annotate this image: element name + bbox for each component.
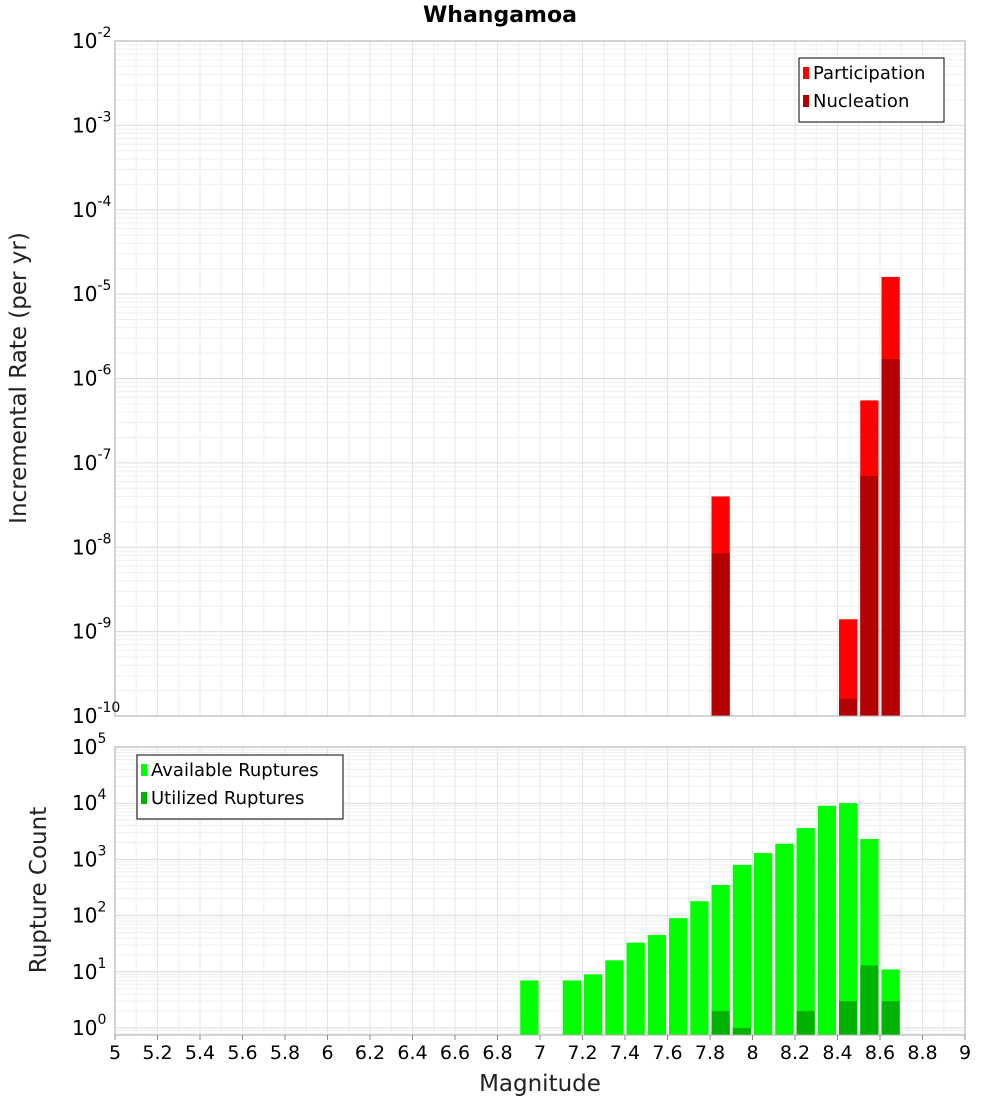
rupture-count-panel: 100 101 102 103 104 105 5 5.2 5.4 5.6 5.8 6 6.2 6.4 6.…: [72, 731, 971, 1064]
x-tick-label: 6.4: [397, 1042, 427, 1064]
x-tick-label: 6.8: [482, 1042, 512, 1064]
legend-box: [136, 754, 344, 820]
y-tick-label: 10-4: [72, 194, 112, 222]
count-series-utilized-ruptures: [711, 965, 900, 1035]
rupture-count-axis-label: Rupture Count: [26, 807, 52, 973]
y-tick-label: 10-7: [72, 447, 111, 475]
rate-panel: 10-10 10-9 10-8 10-7 10-6 10-5 10-4 10-3 10-2 Par…: [72, 25, 966, 728]
y-tick-label: 10-8: [72, 531, 111, 559]
bar: [860, 965, 879, 1035]
y-tick-label: 10-2: [72, 25, 111, 53]
legend-box: [798, 57, 945, 123]
legend-swatch: [803, 67, 809, 79]
y-tick-label: 101: [72, 956, 106, 984]
y-tick-label: 10-3: [72, 109, 111, 137]
bar: [775, 843, 794, 1035]
bar: [860, 475, 879, 716]
x-tick-label: 5: [109, 1042, 121, 1064]
rate-plot-frame: [114, 40, 966, 717]
y-tick-label: 100: [72, 1012, 106, 1040]
bar: [839, 803, 858, 1035]
bar: [839, 698, 858, 716]
y-tick-label: 104: [72, 787, 106, 815]
x-tick-label: 7.2: [567, 1042, 597, 1064]
y-tick-label: 105: [72, 731, 106, 759]
x-tick-label: 6: [321, 1042, 333, 1064]
y-tick-label: 10-10: [72, 700, 120, 728]
magnitude-axis-label: Magnitude: [479, 1071, 601, 1097]
y-tick-label: 10-6: [72, 363, 112, 391]
x-tick-label: 6.2: [355, 1042, 385, 1064]
bar: [690, 901, 709, 1035]
bar: [881, 1001, 900, 1035]
x-tick-label: 8: [746, 1042, 758, 1064]
bar: [817, 805, 836, 1035]
bar: [711, 885, 730, 1035]
y-tick-label: 102: [72, 900, 106, 928]
bar: [584, 974, 603, 1035]
legend-label: Nucleation: [813, 91, 909, 112]
bar: [732, 1027, 751, 1035]
legend-swatch: [803, 95, 809, 107]
bar: [839, 1001, 858, 1035]
legend-swatch: [141, 792, 147, 804]
rate-axis-label: Incremental Rate (per yr): [6, 232, 32, 524]
x-tick-label: 5.2: [142, 1042, 172, 1064]
x-tick-label: 8.8: [907, 1042, 937, 1064]
bar: [796, 828, 815, 1035]
count-legend: Available Ruptures Utilized Ruptures: [136, 754, 344, 820]
x-tick-label: 7.8: [695, 1042, 725, 1064]
bar: [796, 1011, 815, 1035]
bar: [754, 852, 773, 1035]
rate-y-ticks: 10-10 10-9 10-8 10-7 10-6 10-5 10-4 10-3 10-2: [72, 25, 120, 728]
y-tick-label: 10-9: [72, 616, 111, 644]
count-y-ticks: 100 101 102 103 104 105: [72, 731, 106, 1040]
x-tick-label: 5.4: [185, 1042, 215, 1064]
chart-title: Whangamoa: [423, 3, 577, 28]
rate-series-nucleation: [711, 359, 900, 716]
count-x-ticks: 5 5.2 5.4 5.6 5.8 6 6.2 6.4 6.6 6.8 7 7.2 7.4 7.6 7.8 8…: [109, 1035, 971, 1064]
bar: [711, 553, 730, 716]
count-series-available-ruptures: [520, 803, 900, 1035]
x-tick-label: 7.6: [652, 1042, 682, 1064]
x-tick-label: 5.8: [270, 1042, 300, 1064]
bar: [669, 918, 688, 1035]
y-tick-label: 103: [72, 843, 106, 871]
bar: [562, 980, 581, 1035]
bar: [605, 960, 624, 1035]
bar: [647, 935, 666, 1035]
x-tick-label: 8.4: [822, 1042, 852, 1064]
x-tick-label: 6.6: [440, 1042, 470, 1064]
legend-swatch: [141, 764, 147, 776]
y-tick-label: 10-5: [72, 278, 111, 306]
x-tick-label: 7: [534, 1042, 546, 1064]
legend-label: Utilized Ruptures: [151, 788, 304, 809]
legend-label: Participation: [813, 63, 925, 84]
x-tick-label: 8.2: [780, 1042, 810, 1064]
legend-label: Available Ruptures: [151, 760, 319, 781]
x-tick-label: 7.4: [610, 1042, 640, 1064]
bar: [520, 980, 539, 1035]
bar: [626, 942, 645, 1035]
bar: [732, 864, 751, 1035]
bar: [711, 1011, 730, 1035]
rate-grid: [114, 40, 966, 717]
rate-legend: Participation Nucleation: [798, 57, 945, 123]
x-tick-label: 8.6: [865, 1042, 895, 1064]
x-tick-label: 9: [959, 1042, 971, 1064]
bar: [839, 619, 858, 716]
bar: [881, 359, 900, 716]
x-tick-label: 5.6: [227, 1042, 257, 1064]
